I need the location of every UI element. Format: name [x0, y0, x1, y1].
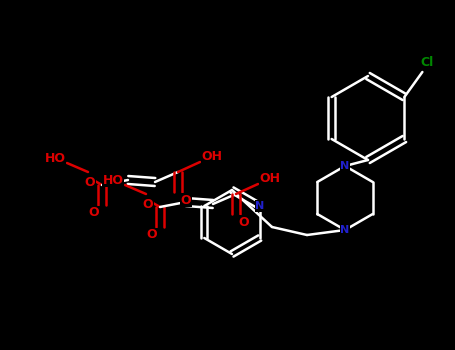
Text: OH: OH: [202, 150, 222, 163]
Text: N: N: [255, 201, 264, 211]
Text: HO: HO: [45, 152, 66, 164]
Text: O: O: [147, 229, 157, 241]
Text: Cl: Cl: [421, 56, 434, 69]
Text: O: O: [85, 175, 95, 189]
Text: HO: HO: [102, 174, 123, 187]
Text: O: O: [89, 206, 99, 219]
Text: OH: OH: [259, 173, 280, 186]
Text: O: O: [181, 194, 191, 206]
Text: O: O: [239, 216, 249, 229]
Text: N: N: [340, 225, 349, 235]
Text: O: O: [143, 197, 153, 210]
Text: N: N: [340, 161, 349, 171]
